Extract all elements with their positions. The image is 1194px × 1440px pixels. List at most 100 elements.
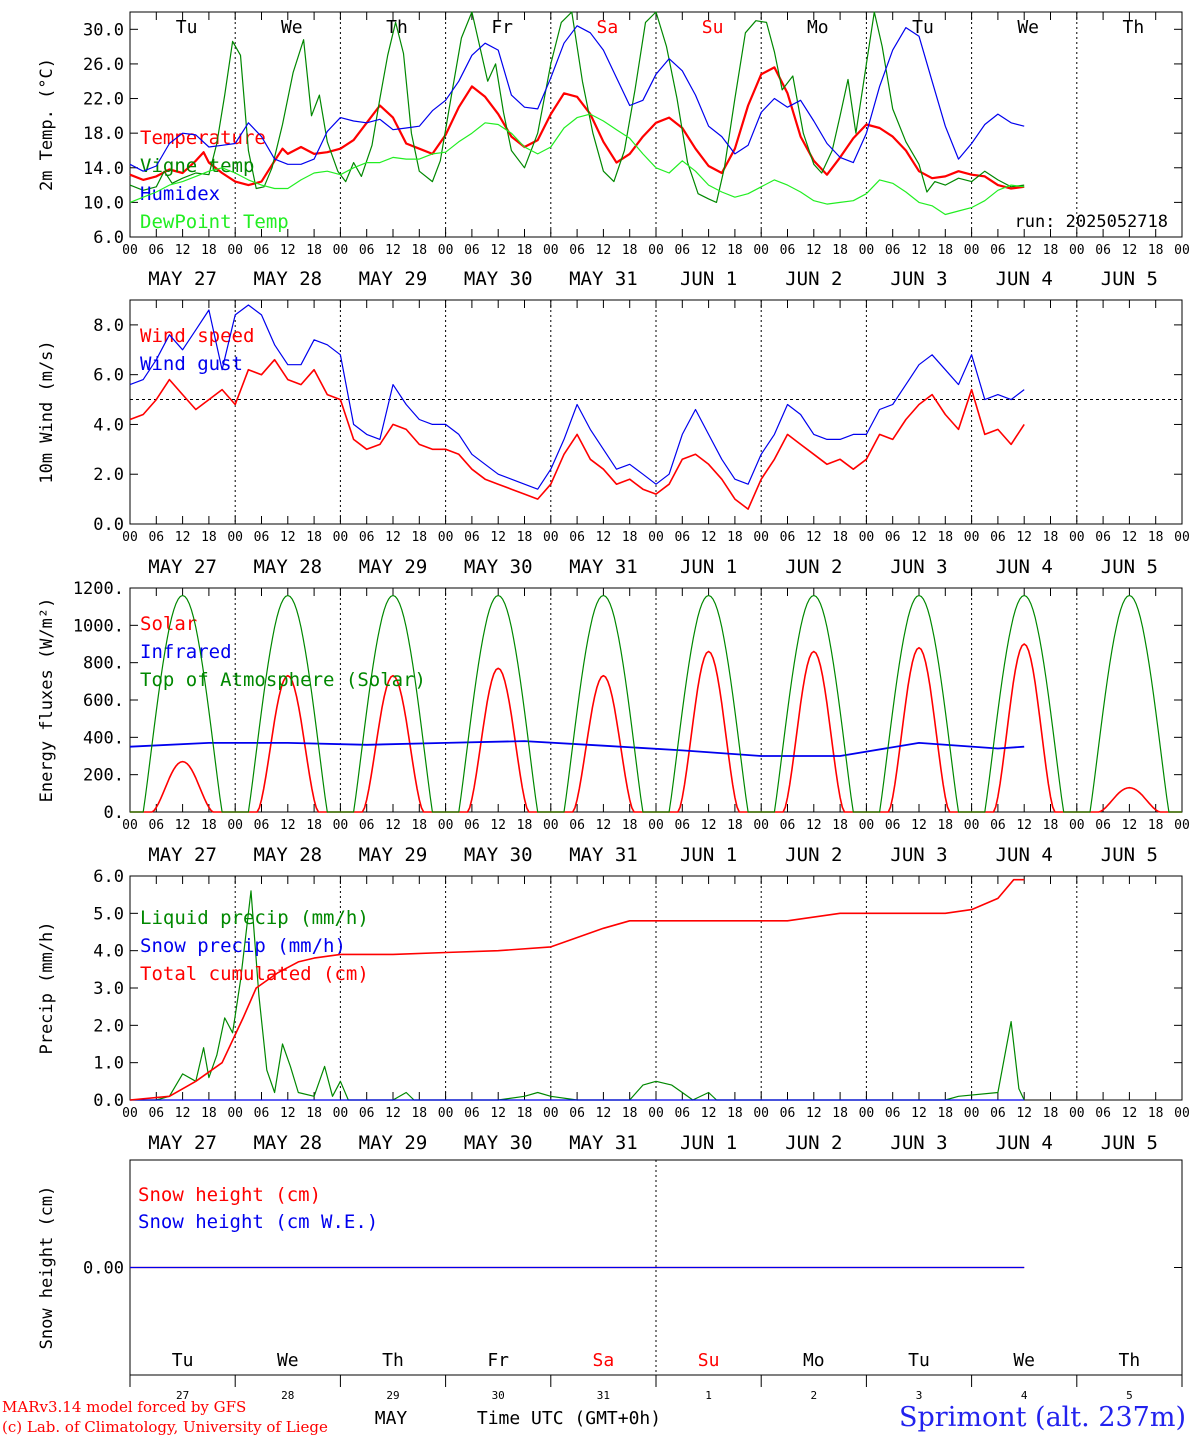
hour-tick-label: 12 [701,243,717,258]
hour-tick-label: 00 [859,818,875,833]
date-label: MAY 28 [253,1132,322,1154]
hour-tick-label: 06 [1095,1106,1111,1121]
hour-tick-label: 18 [727,1106,743,1121]
hour-tick-label: 00 [859,243,875,258]
hour-tick-label: 12 [385,818,401,833]
y-tick-label: 6.0 [93,867,124,887]
station-label: Sprimont (alt. 237m) [899,1402,1186,1433]
hour-tick-label: 12 [806,530,822,545]
date-label: JUN 5 [1101,556,1158,578]
hour-tick-label: 06 [674,1106,690,1121]
hour-tick-label: 00 [648,530,664,545]
series-line-wind-gust [129,304,1025,490]
hour-tick-label: 06 [780,818,796,833]
series-line-dewpoint-temp [129,113,1025,216]
hour-tick-label: 06 [569,1106,585,1121]
series-line-vigne-temp [129,11,1025,203]
hour-tick-label: 00 [122,530,138,545]
date-label: MAY 27 [148,556,217,578]
weekday-label: Tu [176,17,198,38]
day-number-label: 30 [492,1389,505,1402]
date-label: MAY 29 [359,1132,428,1154]
hour-tick-label: 18 [411,243,427,258]
model-credit: MARv3.14 model forced by GFS [2,1398,247,1416]
date-label: JUN 2 [785,556,842,578]
weekday-label: Su [698,1350,720,1371]
series-line-temperature [129,66,1025,190]
hour-tick-label: 12 [280,818,296,833]
hour-tick-label: 00 [1174,243,1190,258]
hour-tick-label: 06 [569,530,585,545]
y-tick-label: 200. [83,766,124,786]
hour-tick-label: 00 [543,1106,559,1121]
time-axis-label: Time UTC (GMT+0h) [477,1408,661,1429]
hour-tick-label: 00 [227,1106,243,1121]
hour-tick-label: 12 [806,1106,822,1121]
hour-tick-label: 12 [911,530,927,545]
hour-tick-label: 06 [464,243,480,258]
y-axis-label: Energy fluxes (W/m²) [37,598,57,803]
lab-credit: (c) Lab. of Climatology, University of L… [2,1418,328,1436]
date-label: JUN 3 [890,1132,947,1154]
weekday-label: Th [1119,1350,1141,1371]
hour-tick-label: 18 [1148,243,1164,258]
hour-tick-label: 18 [1148,818,1164,833]
date-label: MAY 27 [148,268,217,290]
legend-entry: Total cumulated (cm) [140,963,369,985]
date-label: JUN 1 [680,268,737,290]
hour-tick-label: 06 [464,1106,480,1121]
hour-tick-label: 06 [148,818,164,833]
y-tick-label: 5.0 [93,904,124,924]
hour-tick-label: 06 [1095,243,1111,258]
legend-entry: Humidex [140,183,220,205]
hour-tick-label: 06 [674,530,690,545]
hour-tick-label: 00 [543,530,559,545]
y-tick-label: 26.0 [83,55,124,75]
hour-tick-label: 12 [490,818,506,833]
weekday-label: Tu [908,1350,930,1371]
hour-tick-label: 00 [438,243,454,258]
hour-tick-label: 06 [885,243,901,258]
hour-tick-label: 00 [753,243,769,258]
date-label: MAY 29 [359,556,428,578]
hour-tick-label: 18 [832,1106,848,1121]
hour-tick-label: 00 [1174,1106,1190,1121]
hour-tick-label: 06 [464,818,480,833]
hour-tick-label: 18 [622,530,638,545]
weekday-label: Mo [807,17,829,38]
series-line-humidex [129,25,1025,172]
weekday-label: Sa [597,17,619,38]
hour-tick-label: 18 [306,1106,322,1121]
hour-tick-label: 06 [780,243,796,258]
hour-tick-label: 18 [832,530,848,545]
hour-tick-label: 12 [490,243,506,258]
hour-tick-label: 12 [701,530,717,545]
hour-tick-label: 12 [1122,1106,1138,1121]
day-number-label: 5 [1126,1389,1133,1402]
hour-tick-label: 18 [306,243,322,258]
hour-tick-label: 12 [596,818,612,833]
hour-tick-label: 00 [964,1106,980,1121]
hour-tick-label: 18 [937,1106,953,1121]
date-label: MAY 30 [464,556,533,578]
date-label: JUN 4 [996,556,1053,578]
hour-tick-label: 18 [727,818,743,833]
hour-tick-label: 06 [148,530,164,545]
hour-tick-label: 18 [832,818,848,833]
y-tick-label: 1.0 [93,1054,124,1074]
date-label: JUN 1 [680,1132,737,1154]
day-number-label: 3 [916,1389,923,1402]
y-tick-label: 800. [83,654,124,674]
hour-tick-label: 00 [543,818,559,833]
y-tick-label: 8.0 [93,316,124,336]
date-label: MAY 27 [148,1132,217,1154]
hour-tick-label: 12 [175,1106,191,1121]
y-tick-label: 0.0 [93,1091,124,1111]
y-tick-label: 1200. [73,579,124,599]
hour-tick-label: 06 [359,1106,375,1121]
hour-tick-label: 12 [385,530,401,545]
hour-tick-label: 00 [964,530,980,545]
hour-tick-label: 00 [543,243,559,258]
legend-entry: Snow precip (mm/h) [140,935,346,957]
hour-tick-label: 18 [411,1106,427,1121]
